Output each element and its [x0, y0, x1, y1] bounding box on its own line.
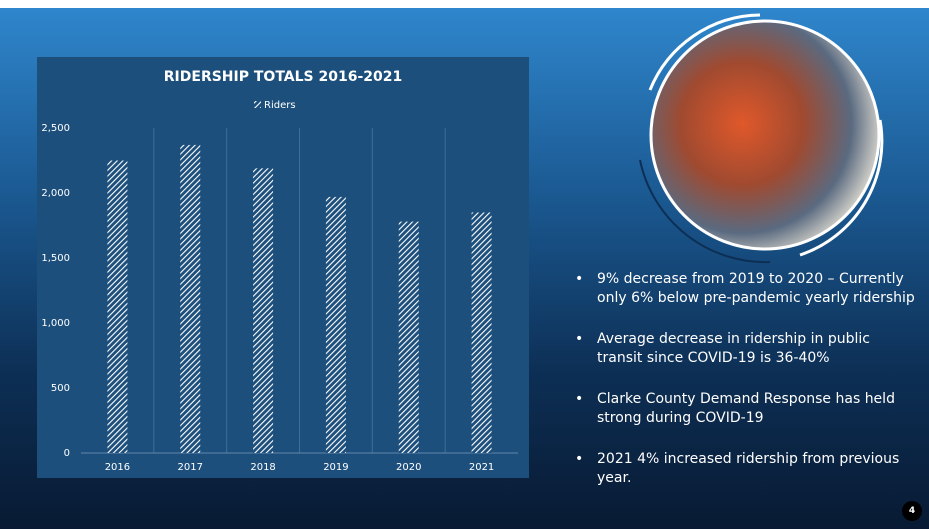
bar [325, 196, 346, 453]
bar [180, 144, 201, 453]
bar [253, 168, 274, 454]
bullet: Clarke County Demand Response has held s… [575, 390, 915, 428]
x-tick-label: 2020 [396, 462, 421, 473]
x-tick-label: 2021 [469, 462, 494, 473]
legend-label: Riders [264, 100, 296, 111]
y-tick-label: 2,000 [41, 188, 70, 199]
legend-swatch [254, 101, 261, 108]
bullet-list: 9% decrease from 2019 to 2020 – Currentl… [575, 270, 915, 510]
bar [398, 221, 419, 453]
y-tick-label: 0 [64, 448, 70, 459]
bullet: Average decrease in ridership in public … [575, 330, 915, 368]
chart-title: RIDERSHIP TOTALS 2016-2021 [164, 69, 402, 85]
x-tick-label: 2018 [250, 462, 275, 473]
photo [639, 13, 884, 264]
bar [471, 212, 492, 453]
x-tick-label: 2017 [178, 462, 203, 473]
y-tick-label: 500 [51, 383, 70, 394]
y-tick-label: 1,000 [41, 318, 70, 329]
y-tick-label: 1,500 [41, 253, 70, 264]
x-tick-label: 2019 [323, 462, 348, 473]
bar [107, 160, 128, 453]
x-tick-label: 2016 [105, 462, 130, 473]
bullet: 2021 4% increased ridership from previou… [575, 450, 915, 488]
bullet: 9% decrease from 2019 to 2020 – Currentl… [575, 270, 915, 308]
page-number: 4 [902, 501, 922, 521]
y-tick-label: 2,500 [41, 123, 70, 134]
